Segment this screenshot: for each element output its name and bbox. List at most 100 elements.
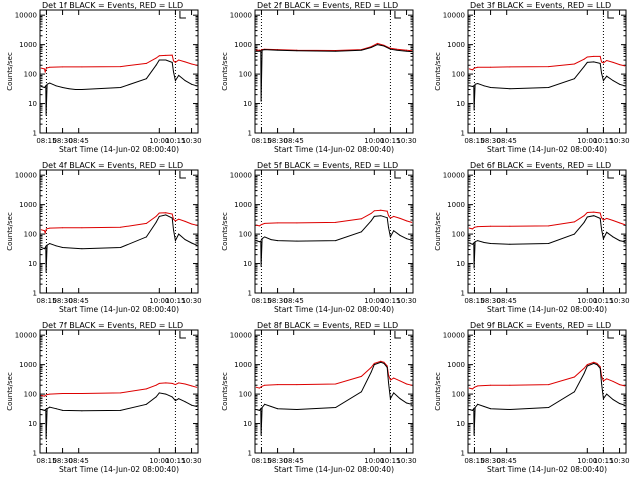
data-point-lld — [171, 382, 173, 384]
data-point-lld — [619, 64, 621, 66]
y-tick-label: 1000 — [447, 361, 465, 369]
x-axis-label: Start Time (14-Jun-02 08:00:40) — [59, 145, 179, 154]
data-point-lld — [468, 387, 470, 389]
panel-title: Det 5f BLACK = Events, RED = LLD — [257, 161, 398, 170]
data-point-lld — [606, 217, 608, 219]
data-point-events — [255, 50, 257, 52]
panel-4: Det 4f BLACK = Events, RED = LLD 1 10 100 10… — [6, 161, 202, 314]
panel-5: Det 5f BLACK = Events, RED = LLD 1 10 100 10… — [221, 161, 417, 314]
data-point-lld — [174, 220, 176, 222]
data-point-lld — [472, 228, 474, 230]
data-point-lld — [62, 66, 64, 68]
data-point-lld — [468, 227, 470, 229]
corner-marker — [394, 11, 401, 19]
data-point-events — [145, 236, 147, 238]
data-point-events — [178, 233, 180, 235]
data-point-events — [196, 85, 198, 87]
data-point-lld — [624, 224, 626, 226]
data-point-events — [174, 240, 176, 242]
panel-title: Det 9f BLACK = Events, RED = LLD — [470, 321, 611, 330]
data-point-events — [259, 50, 261, 52]
y-tick-label: 10 — [456, 420, 465, 428]
x-axis-label: Start Time (14-Jun-02 08:00:40) — [487, 305, 607, 314]
x-tick-label: 08:45 — [69, 457, 89, 465]
y-tick-label: 1000 — [234, 361, 252, 369]
data-point-events — [68, 88, 70, 90]
data-point-events — [370, 220, 372, 222]
data-point-events — [120, 247, 122, 249]
data-point-lld — [44, 68, 46, 70]
x-axis-label: Start Time (14-Jun-02 08:00:40) — [274, 305, 394, 314]
data-point-lld — [599, 366, 601, 368]
data-point-lld — [49, 393, 51, 395]
x-axis-label: Start Time (14-Jun-02 08:00:40) — [487, 145, 607, 154]
x-tick-label: 08:30 — [52, 137, 72, 145]
data-point-lld — [606, 59, 608, 61]
x-tick-label: 10:30 — [609, 457, 629, 465]
data-point-events — [373, 215, 375, 217]
data-point-events — [196, 405, 198, 407]
y-tick-label: 100 — [452, 71, 465, 79]
data-point-lld — [586, 56, 588, 58]
y-tick-label: 1 — [461, 450, 465, 458]
data-point-events — [399, 398, 401, 400]
y-axis-label: Counts/sec — [221, 212, 229, 251]
data-point-events — [612, 399, 614, 401]
x-tick-label: 08:30 — [52, 297, 72, 305]
data-point-events — [145, 78, 147, 80]
panel-title: Det 4f BLACK = Events, RED = LLD — [42, 161, 183, 170]
data-point-lld — [165, 54, 167, 56]
data-point-events — [490, 408, 492, 410]
corner-marker — [179, 331, 186, 339]
data-point-events — [389, 236, 391, 238]
data-point-events — [55, 245, 57, 247]
x-tick-label: 10:30 — [181, 137, 201, 145]
y-tick-label: 10 — [28, 420, 37, 428]
data-point-events — [44, 409, 46, 411]
data-point-events — [178, 398, 180, 400]
x-tick-label: 08:30 — [52, 457, 72, 465]
data-point-lld — [399, 217, 401, 219]
data-point-events — [477, 403, 479, 405]
data-point-events — [393, 230, 395, 232]
data-point-lld — [573, 376, 575, 378]
data-point-events — [370, 371, 372, 373]
y-tick-label: 1 — [33, 290, 37, 298]
data-point-events — [158, 215, 160, 217]
data-point-events — [509, 243, 511, 245]
data-point-lld — [44, 71, 46, 73]
x-tick-label: 08:15 — [36, 297, 56, 305]
data-point-events — [158, 392, 160, 394]
data-point-events — [389, 398, 391, 400]
data-point-lld — [145, 62, 147, 64]
data-point-events — [599, 367, 601, 369]
data-point-events — [411, 51, 413, 53]
series-lld — [469, 55, 625, 71]
data-point-lld — [335, 221, 337, 223]
plot-frame — [254, 329, 414, 454]
data-point-events — [155, 221, 157, 223]
data-point-events — [387, 381, 389, 383]
data-point-events — [145, 403, 147, 405]
data-point-lld — [259, 387, 261, 389]
x-axis-label: Start Time (14-Jun-02 08:00:40) — [274, 145, 394, 154]
panel-title: Det 3f BLACK = Events, RED = LLD — [470, 1, 611, 10]
y-tick-label: 1 — [248, 290, 252, 298]
data-point-lld — [184, 220, 186, 222]
x-tick-label: 08:45 — [284, 457, 304, 465]
panel-title: Det 1f BLACK = Events, RED = LLD — [42, 1, 183, 10]
data-point-lld — [184, 61, 186, 63]
series-events — [469, 61, 625, 111]
series-lld — [469, 211, 625, 230]
x-tick-label: 08:30 — [480, 297, 500, 305]
data-point-lld — [490, 66, 492, 68]
data-point-events — [55, 408, 57, 410]
data-point-events — [260, 265, 262, 267]
data-point-events — [593, 61, 595, 63]
data-point-lld — [370, 213, 372, 215]
data-point-lld — [393, 377, 395, 379]
data-point-events — [583, 66, 585, 68]
x-tick-label: 08:30 — [267, 457, 287, 465]
data-point-events — [387, 226, 389, 228]
data-point-lld — [360, 218, 362, 220]
